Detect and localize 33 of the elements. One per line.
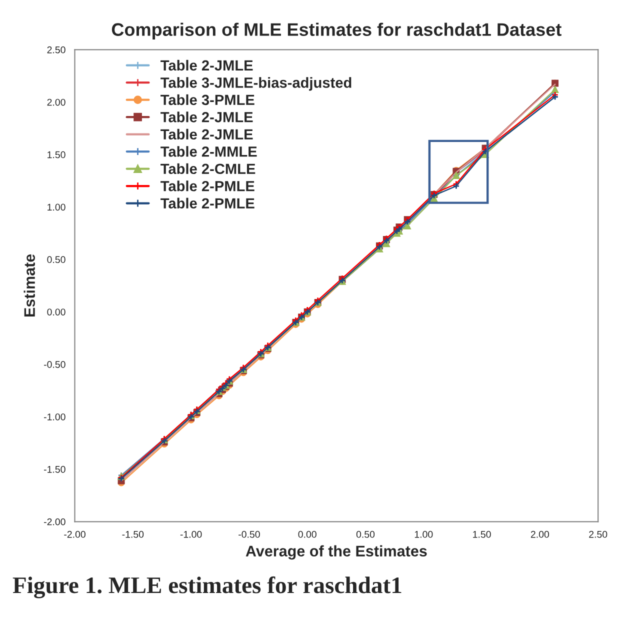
x-tick-label: 1.00 <box>414 530 433 538</box>
x-tick-label: 0.00 <box>298 530 316 538</box>
y-tick-label: -2.00 <box>44 518 66 526</box>
y-tick-label: 1.00 <box>48 204 66 211</box>
legend-label: Table 2-PMLE <box>160 198 254 209</box>
legend-label: Table 3-JMLE-bias-adjusted <box>160 77 352 91</box>
legend-label: Table 2-JMLE <box>160 112 253 122</box>
y-tick-label: -0.50 <box>44 361 66 368</box>
y-tick-label: 0.50 <box>47 256 66 264</box>
x-axis-title: Average of the Estimates <box>246 545 427 560</box>
legend-label: Table 2-CMLE <box>160 163 256 174</box>
legend-label: Table 2-PMLE <box>160 180 254 192</box>
x-tick-label: 0.50 <box>356 530 375 538</box>
x-tick-label: -1.00 <box>180 530 202 538</box>
y-tick-label: 2.00 <box>47 98 66 106</box>
x-tick-label: 2.00 <box>530 530 550 538</box>
legend-label: Table 2-MMLE <box>160 146 257 157</box>
x-tick-label: 2.50 <box>589 530 608 538</box>
caption: Figure 1. MLE estimates for raschdat1 <box>12 576 402 598</box>
y-tick-label: -1.00 <box>44 413 66 420</box>
legend-label: Table 3-PMLE <box>160 94 254 106</box>
y-axis-title: Estimate <box>24 254 35 316</box>
y-tick-label: 2.50 <box>47 46 66 54</box>
x-tick-label: -2.00 <box>64 530 86 538</box>
chart-title: Comparison of MLE Estimates for raschdat1 Dataset <box>112 22 562 40</box>
y-tick-label: 0.00 <box>47 308 66 316</box>
legend-label: Table 2-JMLE <box>160 60 253 71</box>
x-tick-label: 1.50 <box>473 530 491 538</box>
x-tick-label: -1.50 <box>122 530 144 538</box>
x-tick-label: -0.50 <box>238 530 260 538</box>
y-tick-label: 1.50 <box>48 151 66 158</box>
legend-label: Table 2-JMLE <box>160 128 253 140</box>
y-tick-label: -1.50 <box>44 466 66 473</box>
